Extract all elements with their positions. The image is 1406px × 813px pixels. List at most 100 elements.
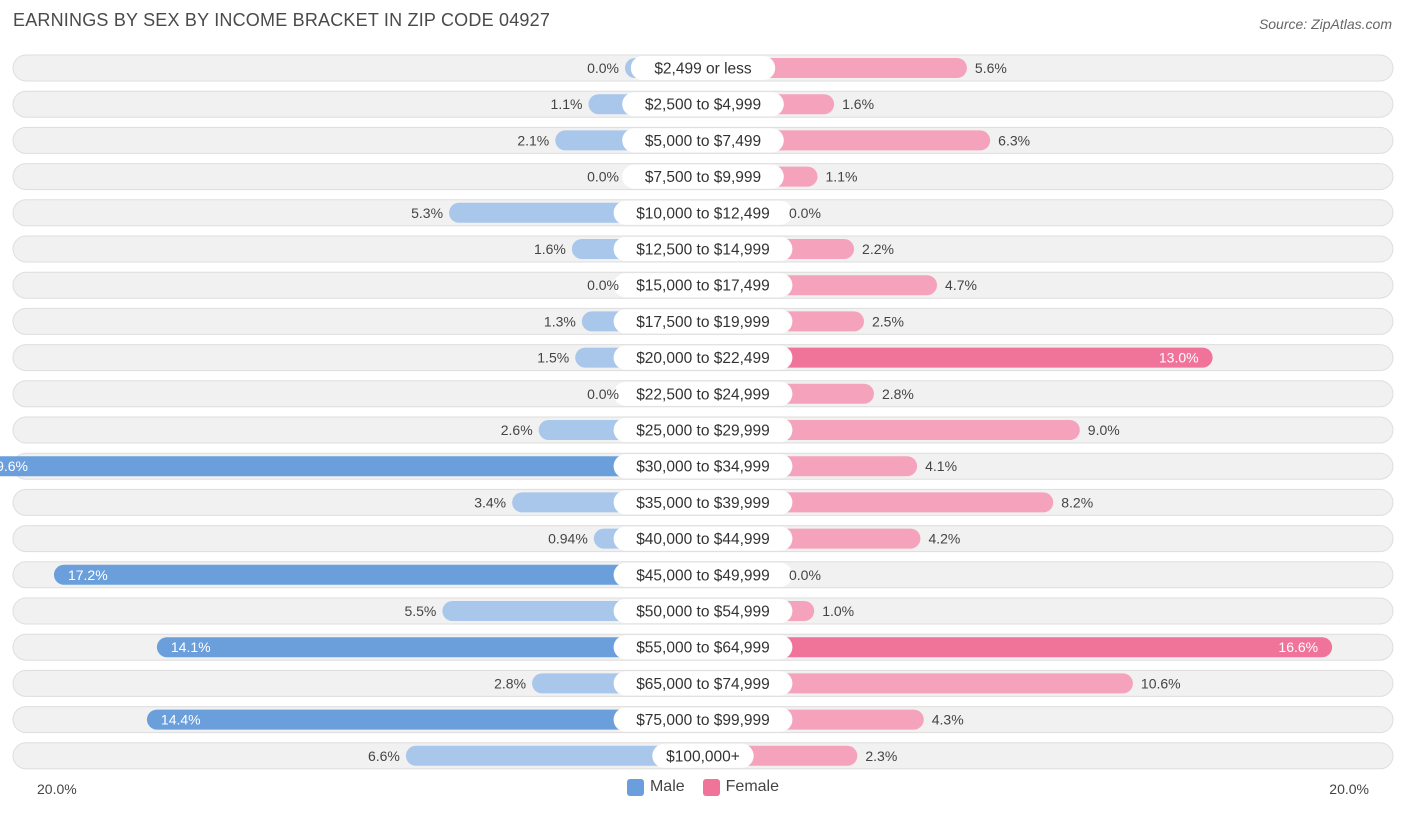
bracket-row: $65,000 to $74,999 2.8% 10.6%	[12, 669, 1394, 697]
male-value-label: 0.0%	[587, 277, 619, 293]
bracket-row: $12,500 to $14,999 1.6% 2.2%	[12, 235, 1394, 263]
female-value-label: 0.0%	[789, 205, 821, 221]
category-label: $2,499 or less	[654, 61, 752, 78]
female-value-label: 2.2%	[862, 241, 894, 257]
category-pill	[613, 490, 793, 515]
male-value-label: 14.4%	[161, 712, 201, 728]
female-bar	[703, 637, 1333, 658]
category-pill	[613, 454, 793, 479]
bracket-row: $2,500 to $4,999 1.1% 1.6%	[12, 90, 1394, 118]
bracket-row: $2,499 or less 0.0% 5.6%	[12, 54, 1394, 82]
category-label: $50,000 to $54,999	[636, 604, 770, 621]
category-pill	[613, 418, 793, 442]
bracket-row: $50,000 to $54,999 5.5% 1.0%	[12, 597, 1394, 625]
category-pill	[613, 599, 793, 623]
female-swatch-icon	[702, 778, 720, 796]
male-value-label: 1.5%	[537, 350, 569, 366]
male-value-label: 2.6%	[501, 422, 533, 438]
legend-male-label: Male	[649, 778, 685, 795]
category-label: $75,000 to $99,999	[636, 712, 770, 729]
female-value-label: 4.3%	[932, 712, 964, 728]
male-value-label: 6.6%	[368, 748, 400, 764]
female-value-label: 16.6%	[1278, 639, 1318, 655]
category-label: $65,000 to $74,999	[636, 676, 770, 693]
male-value-label: 0.0%	[587, 60, 619, 76]
bracket-row: $10,000 to $12,499 5.3% 0.0%	[12, 199, 1394, 227]
bracket-row: $75,000 to $99,999 14.4% 4.3%	[12, 706, 1394, 734]
female-value-label: 1.0%	[822, 603, 854, 619]
category-label: $12,500 to $14,999	[636, 242, 770, 259]
male-value-label: 3.4%	[474, 494, 506, 510]
bracket-row: $20,000 to $22,499 1.5% 13.0%	[12, 344, 1394, 372]
category-label: $100,000+	[666, 748, 740, 765]
female-value-label: 0.0%	[789, 567, 821, 583]
bracket-row: $55,000 to $64,999 14.1% 16.6%	[12, 633, 1394, 661]
male-value-label: 2.8%	[494, 675, 526, 691]
male-value-label: 0.0%	[587, 386, 619, 402]
male-bar	[405, 745, 703, 766]
female-value-label: 2.3%	[865, 748, 897, 764]
female-value-label: 4.2%	[928, 531, 960, 547]
category-label: $20,000 to $22,499	[636, 350, 770, 367]
bracket-row: $22,500 to $24,999 0.0% 2.8%	[12, 380, 1394, 408]
bracket-row: $7,500 to $9,999 0.0% 1.1%	[12, 163, 1394, 191]
female-value-label: 6.3%	[998, 132, 1030, 148]
male-bar	[0, 456, 703, 477]
category-pill	[622, 92, 784, 117]
female-bar	[703, 347, 1213, 368]
legend-item-male[interactable]: Male	[626, 778, 685, 796]
bracket-row: $5,000 to $7,499 2.1% 6.3%	[12, 126, 1394, 154]
male-value-label: 5.5%	[404, 603, 436, 619]
female-value-label: 8.2%	[1061, 494, 1093, 510]
male-value-label: 0.0%	[587, 169, 619, 185]
legend-item-female[interactable]: Female	[702, 778, 780, 796]
category-pill	[613, 200, 793, 225]
category-label: $2,500 to $4,999	[645, 97, 761, 114]
female-value-label: 4.1%	[925, 458, 957, 474]
female-value-label: 2.5%	[872, 313, 904, 329]
bracket-row: $25,000 to $29,999 2.6% 9.0%	[12, 416, 1394, 444]
category-pill	[613, 526, 793, 551]
male-bar	[53, 564, 703, 585]
category-pill	[613, 309, 793, 334]
chart-canvas: $2,499 or less 0.0% 5.6% $2,500 to $4,999 1.…	[0, 54, 1394, 770]
bracket-row: $40,000 to $44,999 0.94% 4.2%	[12, 525, 1394, 553]
category-label: $7,500 to $9,999	[645, 169, 761, 186]
bracket-row: $17,500 to $19,999 1.3% 2.5%	[12, 307, 1394, 335]
female-value-label: 13.0%	[1159, 350, 1199, 366]
male-value-label: 2.1%	[517, 132, 549, 148]
category-pill	[622, 128, 784, 153]
legend-female-label: Female	[725, 778, 780, 795]
bracket-row: $45,000 to $49,999 17.2% 0.0%	[12, 561, 1394, 589]
category-label: $30,000 to $34,999	[636, 459, 770, 476]
category-pill	[613, 562, 793, 587]
category-pill	[613, 237, 793, 261]
female-value-label: 1.6%	[842, 96, 874, 112]
category-label: $25,000 to $29,999	[636, 423, 770, 440]
category-label: $17,500 to $19,999	[636, 314, 770, 331]
male-value-label: 14.1%	[171, 639, 211, 655]
category-pill	[613, 273, 793, 298]
category-label: $35,000 to $39,999	[636, 495, 770, 512]
male-value-label: 1.3%	[544, 313, 576, 329]
female-value-label: 4.7%	[945, 277, 977, 293]
male-value-label: 19.6%	[0, 458, 28, 474]
bracket-row: $30,000 to $34,999 19.6% 4.1%	[0, 452, 1394, 480]
female-value-label: 9.0%	[1088, 422, 1120, 438]
male-value-label: 1.1%	[551, 96, 583, 112]
source-credit: Source: ZipAtlas.com	[1258, 16, 1392, 32]
category-pill	[622, 164, 784, 189]
male-swatch-icon	[626, 778, 644, 796]
category-label: $45,000 to $49,999	[636, 567, 770, 584]
male-value-label: 0.94%	[548, 531, 588, 547]
female-bar	[703, 420, 1080, 440]
category-pill	[613, 345, 793, 370]
bracket-row: $100,000+ 6.6% 2.3%	[12, 742, 1394, 770]
category-label: $40,000 to $44,999	[636, 531, 770, 548]
male-value-label: 17.2%	[68, 567, 108, 583]
category-pill	[652, 743, 754, 768]
category-label: $15,000 to $17,499	[636, 278, 770, 295]
category-label: $10,000 to $12,499	[636, 205, 770, 222]
category-pill	[613, 635, 793, 660]
category-label: $5,000 to $7,499	[645, 133, 761, 150]
